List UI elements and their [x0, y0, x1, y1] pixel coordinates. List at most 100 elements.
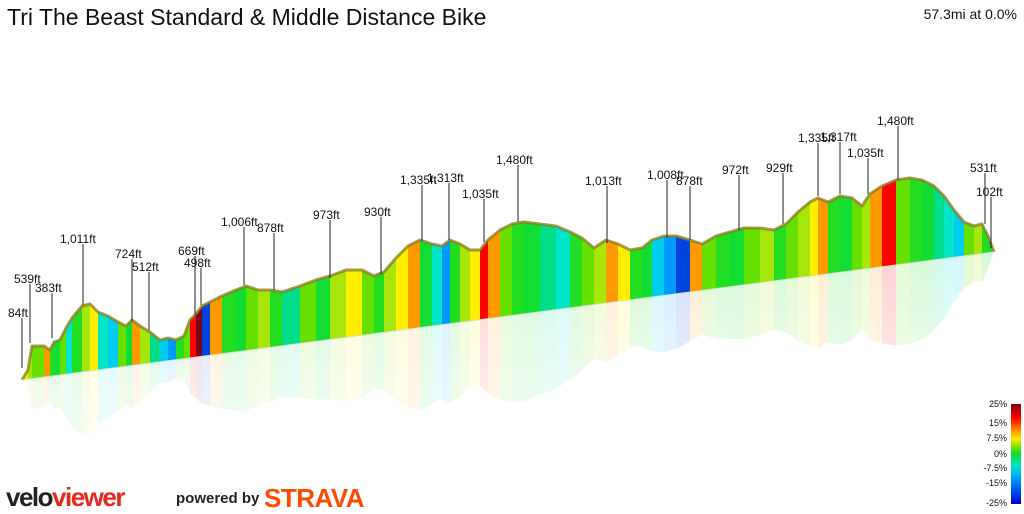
- profile-slice: [810, 198, 818, 277]
- peak-label: 1,035ft: [462, 187, 499, 201]
- profile-slice: [82, 304, 90, 373]
- profile-slice: [664, 236, 676, 296]
- profile-slice: [168, 338, 176, 361]
- legend-label: 15%: [988, 418, 1007, 428]
- profile-slice: [408, 240, 420, 330]
- profile-slice: [246, 286, 258, 351]
- peak-label: 930ft: [364, 205, 391, 219]
- profile-slice: [98, 312, 108, 370]
- profile-slice: [184, 320, 190, 359]
- profile-slice: [90, 304, 98, 372]
- profile-slice: [118, 322, 126, 368]
- profile-slice: [330, 270, 346, 340]
- profile-slice: [384, 258, 396, 333]
- reflection-fade: [22, 252, 994, 480]
- profile-slice: [300, 280, 316, 344]
- peak-label: 498ft: [184, 256, 211, 270]
- peak-label: 878ft: [257, 221, 284, 235]
- profile-slice: [786, 212, 798, 280]
- profile-slice: [716, 232, 730, 289]
- logo-part-velo: velo: [6, 482, 54, 512]
- profile-slice: [258, 290, 270, 349]
- profile-slice: [676, 236, 690, 294]
- profile-slice: [828, 196, 840, 274]
- profile-slice: [140, 326, 150, 365]
- profile-slice: [420, 240, 432, 328]
- profile-slice: [54, 340, 60, 376]
- profile-slice: [32, 346, 44, 379]
- legend-label: -7.5%: [983, 463, 1007, 473]
- branding-footer: veloviewer powered by STRAVA: [6, 482, 386, 513]
- profile-slice: [840, 196, 852, 273]
- profile-slice: [882, 180, 896, 267]
- peak-label: 1,006ft: [221, 215, 258, 229]
- profile-slice: [374, 272, 384, 334]
- profile-slice: [910, 178, 922, 264]
- profile-slice: [690, 240, 702, 293]
- peak-labels: 84ft 539ft 383ft 1,011ft 724ft 512ft 669…: [8, 114, 1003, 368]
- profile-slice: [852, 198, 862, 271]
- profile-slice: [190, 314, 196, 358]
- profile-slice: [760, 228, 774, 283]
- profile-slice: [594, 240, 606, 305]
- profile-slice: [570, 232, 582, 308]
- profile-slice: [818, 198, 828, 276]
- peak-label: 512ft: [132, 260, 159, 274]
- profile-slice: [540, 224, 556, 312]
- peak-label: 1,480ft: [496, 153, 533, 167]
- profile-slice: [582, 238, 594, 307]
- profile-slice: [944, 196, 954, 259]
- peak-label: 973ft: [313, 208, 340, 222]
- strava-logo[interactable]: STRAVA: [264, 483, 365, 513]
- legend-label: -25%: [985, 498, 1007, 508]
- profile-slice: [470, 250, 480, 322]
- reflection-fade-overlay: [22, 252, 994, 480]
- profile-slice: [72, 306, 82, 374]
- profile-slice: [316, 276, 330, 342]
- peak-label: 929ft: [766, 161, 793, 175]
- legend-label: 25%: [988, 399, 1007, 409]
- profile-slice: [606, 240, 618, 304]
- veloviewer-logo[interactable]: veloviewer: [6, 482, 125, 513]
- profile-slice: [642, 240, 652, 299]
- profile-slices: [22, 178, 994, 380]
- profile-slice: [618, 244, 630, 302]
- profile-top-edge: [20, 176, 996, 381]
- profile-slice: [488, 230, 500, 319]
- legend-label: 7.5%: [986, 433, 1007, 443]
- profile-slice: [202, 302, 210, 357]
- profile-slice: [222, 290, 236, 354]
- legend-label: -15%: [985, 478, 1007, 488]
- profile-top-ridge: [20, 176, 996, 381]
- profile-slice: [108, 316, 118, 369]
- page-title: Tri The Beast Standard & Middle Distance…: [7, 4, 487, 30]
- peak-label: 1,013ft: [585, 174, 622, 188]
- profile-slice: [702, 236, 716, 291]
- profile-slice: [556, 226, 570, 310]
- profile-slice: [396, 246, 408, 331]
- elevation-profile-3d[interactable]: 84ft 539ft 383ft 1,011ft 724ft 512ft 669…: [0, 0, 1024, 480]
- profile-slice: [774, 224, 786, 281]
- profile-slice: [210, 296, 222, 356]
- distance-grade-stat: 57.3mi at 0.0%: [923, 6, 1017, 22]
- peak-label: 972ft: [722, 163, 749, 177]
- profile-slice: [982, 224, 988, 254]
- logo-part-viewer: viewer: [52, 482, 125, 512]
- profile-slice: [442, 240, 450, 325]
- peak-label: 1,313ft: [427, 171, 464, 185]
- peak-label: 84ft: [8, 306, 29, 320]
- profile-slice: [964, 222, 974, 256]
- peak-label: 878ft: [676, 174, 703, 188]
- profile-slice: [236, 286, 246, 352]
- profile-slice: [652, 236, 664, 298]
- peak-label: 1,008ft: [647, 168, 684, 182]
- profile-slice: [744, 228, 760, 285]
- peak-label: 539ft: [14, 272, 41, 286]
- profile-slice: [512, 222, 524, 316]
- profile-slice: [974, 224, 982, 255]
- peak-label: 1,035ft: [847, 146, 884, 160]
- profile-slice: [934, 186, 944, 260]
- profile-slice: [480, 240, 488, 320]
- peak-label: 1,011ft: [60, 232, 96, 246]
- profile-slice: [282, 286, 300, 346]
